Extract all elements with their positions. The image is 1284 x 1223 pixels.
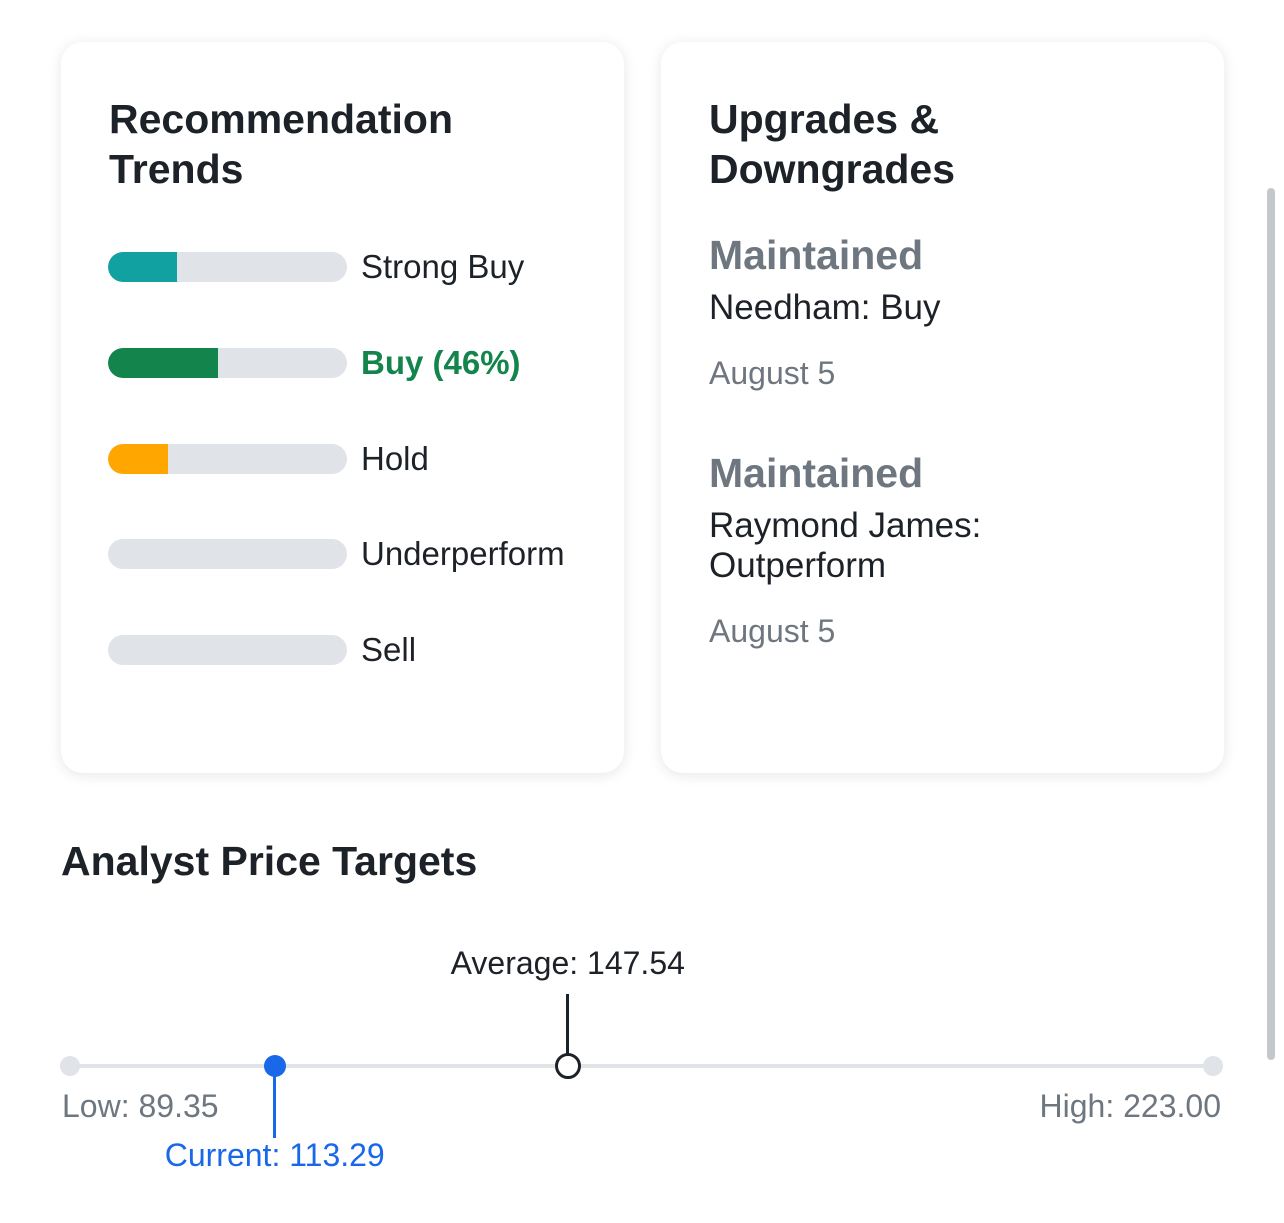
page-scrollbar[interactable] xyxy=(1267,188,1275,1060)
trend-bar xyxy=(108,635,347,665)
low-marker xyxy=(60,1056,80,1076)
trend-bar-fill xyxy=(108,252,178,282)
trend-row-buy: Buy (46%) xyxy=(108,341,608,385)
high-label: High: 223.00 xyxy=(1039,1088,1221,1124)
average-marker-line xyxy=(566,994,570,1054)
trend-bar xyxy=(108,348,347,378)
upgrade-item[interactable]: Maintained Needham: Buy August 5 xyxy=(709,230,1189,393)
analyst-price-targets-title: Analyst Price Targets xyxy=(61,838,478,884)
high-marker xyxy=(1203,1056,1223,1076)
low-label: Low: 89.35 xyxy=(62,1088,219,1124)
trend-label: Buy (46%) xyxy=(361,344,521,381)
trend-bar xyxy=(108,539,347,569)
upgrade-item[interactable]: Maintained Raymond James: Outperform Aug… xyxy=(709,448,1189,651)
trend-label: Hold xyxy=(361,440,429,477)
upgrade-date: August 5 xyxy=(709,355,836,391)
current-label: Current: 113.29 xyxy=(164,1137,385,1173)
trend-row-sell: Sell xyxy=(108,628,608,672)
trend-row-underperform: Underperform xyxy=(108,532,608,576)
current-marker-line xyxy=(273,1066,277,1138)
trend-label: Sell xyxy=(361,631,417,668)
trend-row-hold: Hold xyxy=(108,437,608,481)
upgrade-action: Maintained xyxy=(709,232,924,278)
recommendation-trends-title: Recommendation Trends xyxy=(109,96,453,192)
average-marker[interactable] xyxy=(554,1053,581,1079)
trend-bar xyxy=(108,252,347,282)
upgrade-firm-rating: Needham: Buy xyxy=(709,288,941,327)
trend-bar-fill xyxy=(108,444,168,474)
average-label: Average: 147.54 xyxy=(450,945,685,981)
price-range-track xyxy=(70,1064,1213,1068)
upgrade-action: Maintained xyxy=(709,450,924,496)
upgrade-date: August 5 xyxy=(709,613,836,649)
trend-label: Underperform xyxy=(361,535,565,572)
price-target-range: Average: 147.54 Current: 113.29 Low: 89.… xyxy=(0,930,1284,1190)
current-marker[interactable] xyxy=(263,1055,286,1077)
trend-bar xyxy=(108,444,347,474)
upgrades-downgrades-card: Upgrades & Downgrades Maintained Needham… xyxy=(661,42,1224,773)
trend-bar-fill xyxy=(108,348,218,378)
trend-label: Strong Buy xyxy=(361,248,525,285)
trend-row-strong-buy: Strong Buy xyxy=(108,245,608,289)
upgrades-downgrades-title: Upgrades & Downgrades xyxy=(709,96,956,192)
recommendation-trends-card: Recommendation Trends Strong Buy Buy (46… xyxy=(61,42,624,773)
upgrade-firm-rating: Raymond James: Outperform xyxy=(709,506,982,585)
